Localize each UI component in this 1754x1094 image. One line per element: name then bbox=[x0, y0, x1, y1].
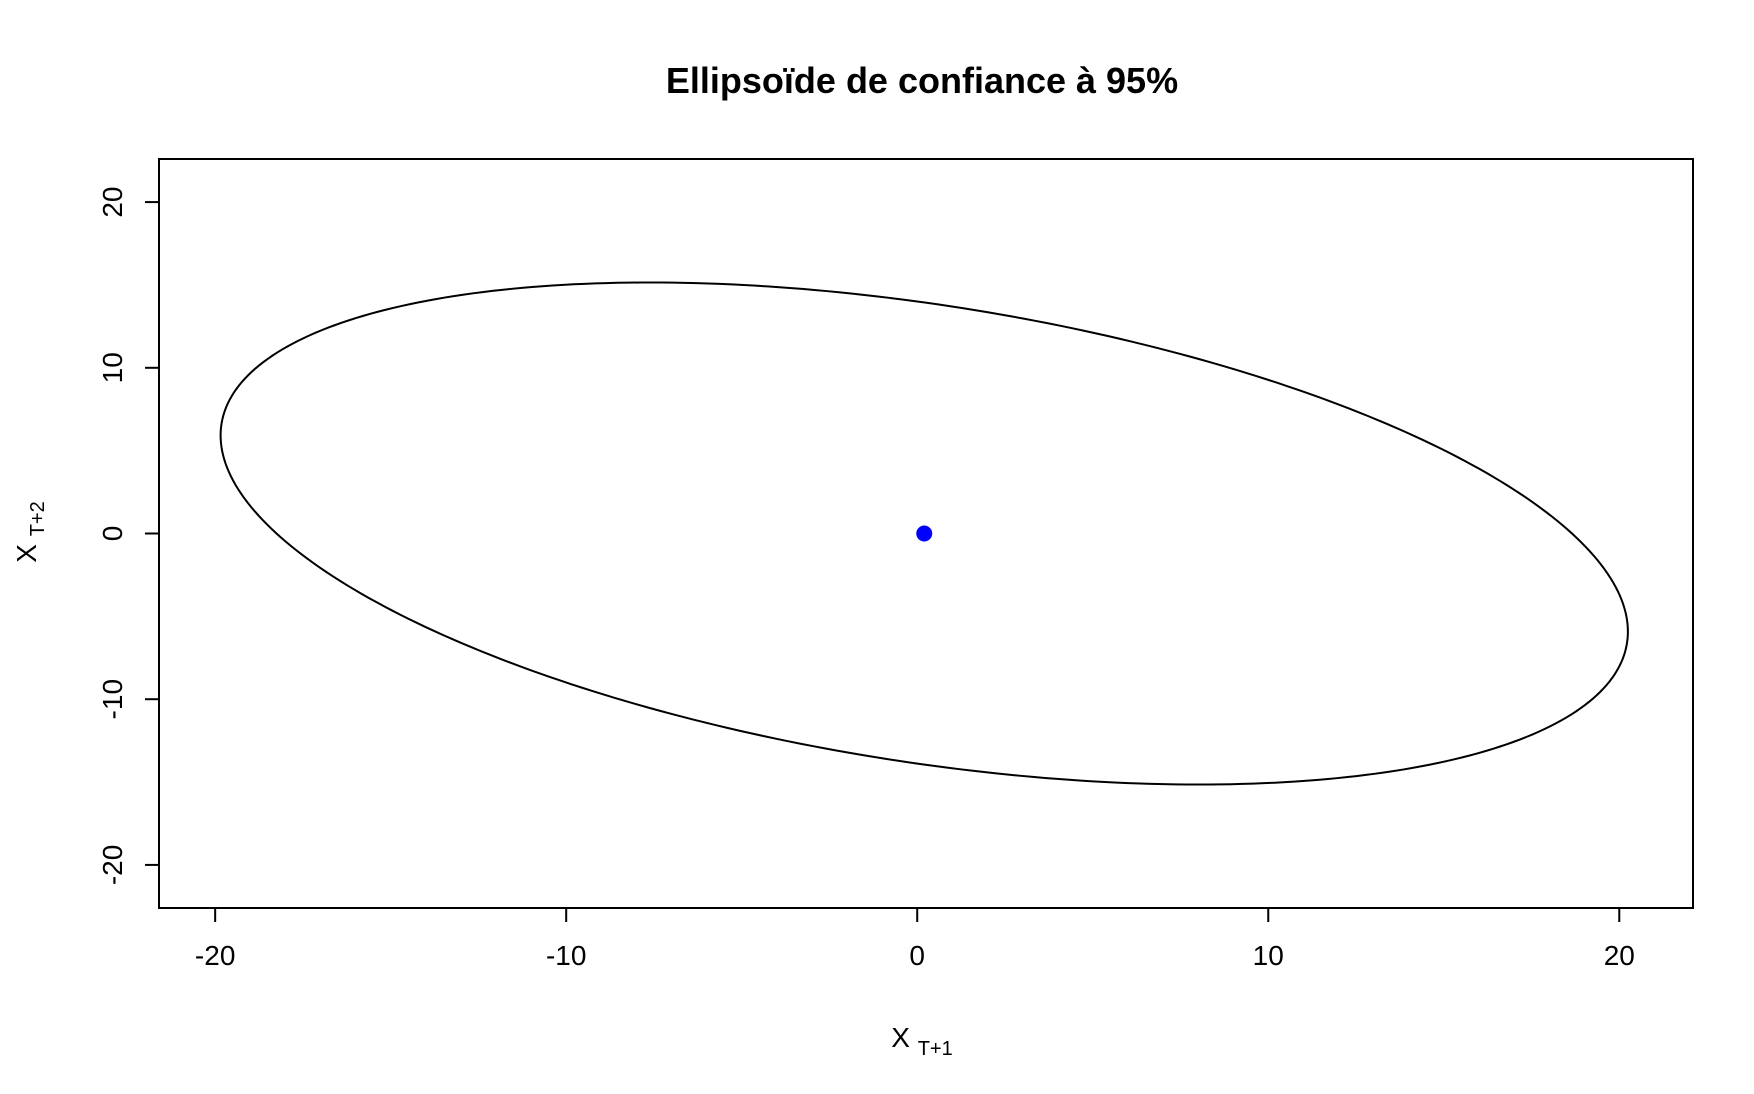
x-axis-label-subscript: T+1 bbox=[918, 1038, 953, 1060]
x-axis: -20 -10 0 10 20 bbox=[195, 908, 1635, 971]
x-tick-label: -20 bbox=[195, 940, 235, 971]
x-axis-label-main: X bbox=[891, 1022, 910, 1053]
y-axis-label-subscript: T+2 bbox=[27, 501, 49, 536]
y-axis-label: X T+2 bbox=[11, 501, 49, 563]
y-axis: -20 -10 0 10 20 bbox=[97, 187, 159, 885]
x-tick-label: 20 bbox=[1604, 940, 1635, 971]
y-tick-label: 0 bbox=[97, 526, 128, 542]
confidence-ellipse bbox=[219, 281, 1629, 786]
y-tick-label: 20 bbox=[97, 187, 128, 218]
x-tick-label: -10 bbox=[546, 940, 586, 971]
center-point bbox=[916, 525, 933, 542]
chart-title: Ellipsoïde de confiance à 95% bbox=[666, 60, 1178, 101]
x-tick-label: 10 bbox=[1253, 940, 1284, 971]
x-tick-label: 0 bbox=[909, 940, 925, 971]
y-tick-label: -20 bbox=[97, 845, 128, 885]
y-tick-label: 10 bbox=[97, 352, 128, 383]
y-axis-label-main: X bbox=[11, 544, 42, 563]
x-axis-label: X T+1 bbox=[891, 1022, 953, 1060]
y-tick-label: -10 bbox=[97, 679, 128, 719]
